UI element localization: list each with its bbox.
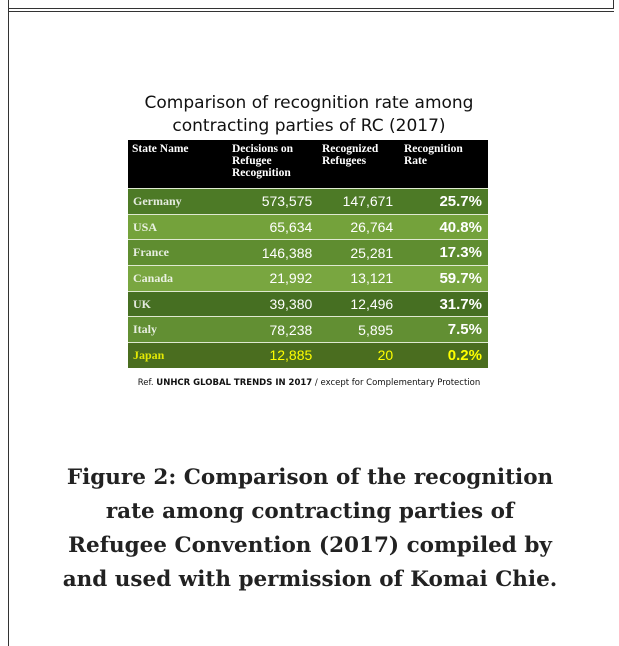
caption: Figure 2: Comparison of the recognition …	[20, 461, 600, 597]
table-cell: Italy	[133, 322, 157, 337]
table-cell: 7.5%	[447, 321, 482, 339]
table-cell: 31.7%	[439, 295, 482, 313]
table-cell: 146,388	[261, 244, 313, 261]
table-cell: 21,992	[269, 270, 313, 287]
table-cell: 13,121	[350, 270, 394, 287]
table-cell: 25.7%	[439, 192, 482, 210]
table-cell: 39,380	[269, 296, 313, 313]
title-line: contracting parties of RC (2017)	[172, 116, 446, 136]
table-row: USA 65,634 26,764 40.8%	[128, 213, 488, 240]
header-cell: Recognition Rate	[404, 143, 463, 167]
table-cell: 12,885	[269, 347, 313, 364]
table-cell: 17.3%	[439, 244, 482, 262]
table-cell: Japan	[133, 347, 165, 362]
table-row: Canada 21,992 13,121 59.7%	[128, 265, 488, 291]
table-cell: 0.2%	[447, 346, 482, 364]
ref-prefix: Ref.	[137, 378, 154, 388]
frame-line	[8, 0, 9, 646]
table-cell: 20	[377, 347, 394, 364]
header-cell: Recognized Refugees	[322, 143, 379, 167]
table-cell: 40.8%	[439, 218, 482, 236]
frame-line	[8, 11, 614, 12]
reference: Ref. UNHCR GLOBAL TRENDS IN 2017 / excep…	[100, 378, 518, 388]
header-cell: State Name	[132, 143, 189, 155]
table-cell: 573,575	[261, 193, 313, 210]
title-line: Comparison of recognition rate among	[144, 93, 474, 113]
table-cell: 78,238	[269, 321, 313, 338]
frame	[8, 0, 614, 9]
table-row: Japan 12,885 20 0.2%	[128, 342, 488, 368]
caption-line: Refugee Convention (2017) compiled by	[68, 533, 552, 558]
ref-note: / except for Complementary Protection	[314, 378, 481, 388]
header-cell: Decisions on Refugee Recognition	[232, 143, 294, 179]
table-cell: 5,895	[358, 321, 394, 338]
figure-title: Comparison of recognition rate among con…	[100, 92, 518, 138]
table-cell: 26,764	[350, 219, 394, 236]
table-cell: USA	[133, 219, 158, 234]
table-cell: UK	[133, 296, 151, 311]
caption-line: Figure 2: Comparison of the recognition	[66, 465, 554, 490]
caption-line: rate among contracting parties of	[105, 499, 515, 524]
table-cell: 147,671	[342, 193, 394, 210]
caption-line: and used with permission of Komai Chie.	[62, 567, 558, 592]
table-cell: 25,281	[350, 244, 394, 261]
table: State Name Decisions on Refugee Recogniti…	[128, 140, 488, 368]
table-cell: France	[133, 245, 169, 260]
ref-source: UNHCR GLOBAL TRENDS IN 2017	[156, 378, 313, 388]
table-cell: 65,634	[269, 219, 313, 236]
table-row: UK 39,380 12,496 31.7%	[128, 290, 488, 317]
table-cell: Canada	[133, 270, 174, 285]
table-cell: 59.7%	[439, 269, 482, 287]
table-row: France 146,388 25,281 17.3%	[128, 239, 488, 266]
table-cell: 12,496	[350, 296, 394, 313]
table-header: State Name Decisions on Refugee Recogniti…	[128, 140, 488, 188]
table-row: Italy 78,238 5,895 7.5%	[128, 316, 488, 343]
table-cell: Germany	[133, 193, 182, 208]
table-row: Germany 573,575 147,671 25.7%	[128, 188, 488, 214]
